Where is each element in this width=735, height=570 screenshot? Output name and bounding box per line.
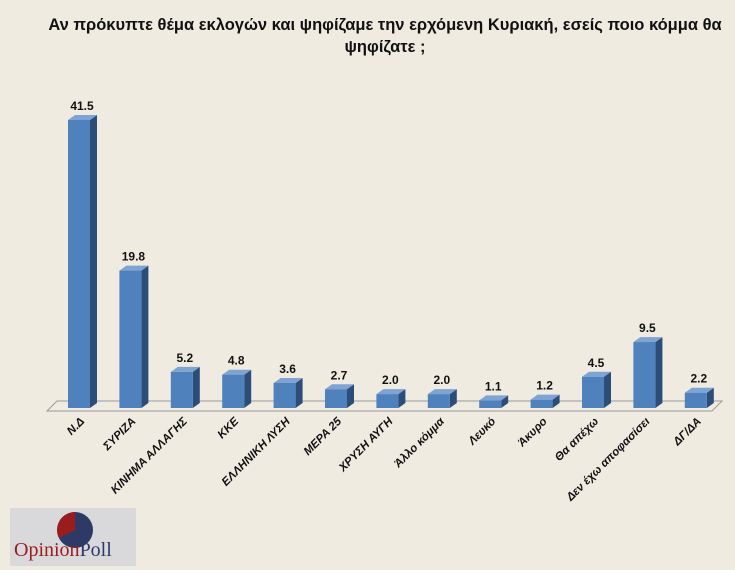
opinionpoll-logo: OpinionPoll [10, 508, 136, 566]
bar [530, 399, 553, 408]
bar [170, 371, 193, 408]
category-label: Θα απέχω [553, 415, 601, 463]
pie-logo-icon [57, 512, 93, 548]
chart-title: Αν πρόκυπτε θέμα εκλογών και ψηφίζαμε τη… [48, 16, 722, 56]
bar-side [398, 389, 406, 408]
bar-side [501, 395, 509, 408]
category-label: ΧΡΥΣΗ ΑΥΓΗ [336, 415, 396, 475]
category-label: Λευκό [466, 416, 499, 449]
bar-side [192, 366, 200, 408]
data-label: 41.5 [70, 99, 94, 113]
data-label: 19.8 [122, 250, 146, 264]
data-label: 2.0 [433, 373, 450, 387]
category-label: ΣΥΡΙΖΑ [101, 416, 139, 454]
data-label: 4.8 [228, 354, 245, 368]
bar-side [706, 387, 714, 408]
bar-side [90, 114, 97, 409]
bar-top [582, 371, 611, 377]
bar-top [170, 366, 200, 372]
data-label: 2.2 [690, 372, 707, 386]
category-label: ΜΕΡΑ 25 [302, 415, 345, 458]
bar-side [449, 389, 457, 408]
bar-top [273, 378, 303, 384]
bar [376, 394, 399, 408]
data-label: 1.1 [485, 379, 502, 393]
data-label: 9.5 [639, 321, 656, 335]
category-label: Άλλο κόμμα [392, 415, 448, 471]
bar [427, 394, 450, 408]
data-label: 2.7 [331, 368, 348, 382]
bar-top [376, 389, 406, 395]
category-label: Άκυρο [515, 416, 549, 450]
data-label: 3.6 [279, 362, 296, 376]
bar-top [68, 114, 97, 120]
bar-top [633, 337, 663, 343]
bar [119, 270, 142, 408]
bar [684, 392, 707, 408]
bar-side [347, 384, 354, 408]
logo-text: OpinionPoll [14, 539, 112, 561]
data-label: 4.5 [588, 356, 605, 370]
data-label: 2.0 [382, 373, 399, 387]
category-label: ΔΓ/ΔΑ [671, 416, 704, 449]
category-label: Δεν έχω αποφασίσει [564, 416, 653, 505]
bar-top [119, 265, 149, 271]
bar-top [427, 389, 457, 395]
data-label: 1.2 [536, 379, 553, 393]
bar-top [325, 384, 354, 390]
bar-side [141, 265, 149, 408]
bar [633, 342, 656, 408]
bar [222, 374, 245, 408]
category-label: Ν.Δ [65, 415, 87, 437]
bar [68, 119, 90, 409]
bar-top [530, 394, 560, 400]
bar-top [222, 369, 252, 375]
bar-side [244, 369, 252, 408]
bar-side [295, 378, 303, 408]
bar-side [655, 337, 663, 408]
category-label: ΚΚΕ [216, 415, 242, 441]
bar [325, 389, 347, 408]
bar-top [479, 395, 509, 401]
bar [479, 400, 502, 408]
bar [582, 376, 604, 408]
bar-top [684, 387, 714, 393]
bar [273, 383, 296, 408]
data-label: 5.2 [176, 351, 193, 365]
bar-side [552, 394, 560, 408]
bar-side [604, 371, 611, 408]
